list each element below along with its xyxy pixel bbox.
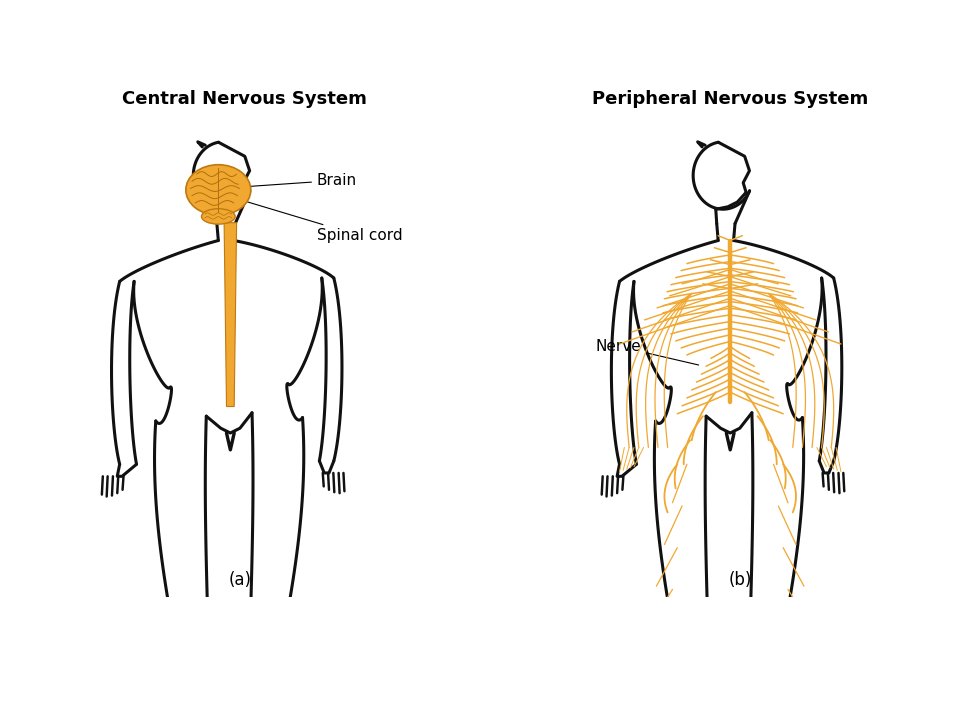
Text: Brain: Brain [236, 173, 357, 188]
Title: Peripheral Nervous System: Peripheral Nervous System [592, 90, 869, 108]
Ellipse shape [186, 164, 251, 215]
Text: (a): (a) [228, 572, 252, 590]
Polygon shape [224, 223, 237, 407]
Title: Central Nervous System: Central Nervous System [122, 90, 368, 108]
Ellipse shape [202, 209, 235, 224]
Text: (b): (b) [728, 572, 752, 590]
Text: Nerve: Nerve [596, 339, 699, 365]
Text: Spinal cord: Spinal cord [239, 199, 403, 244]
